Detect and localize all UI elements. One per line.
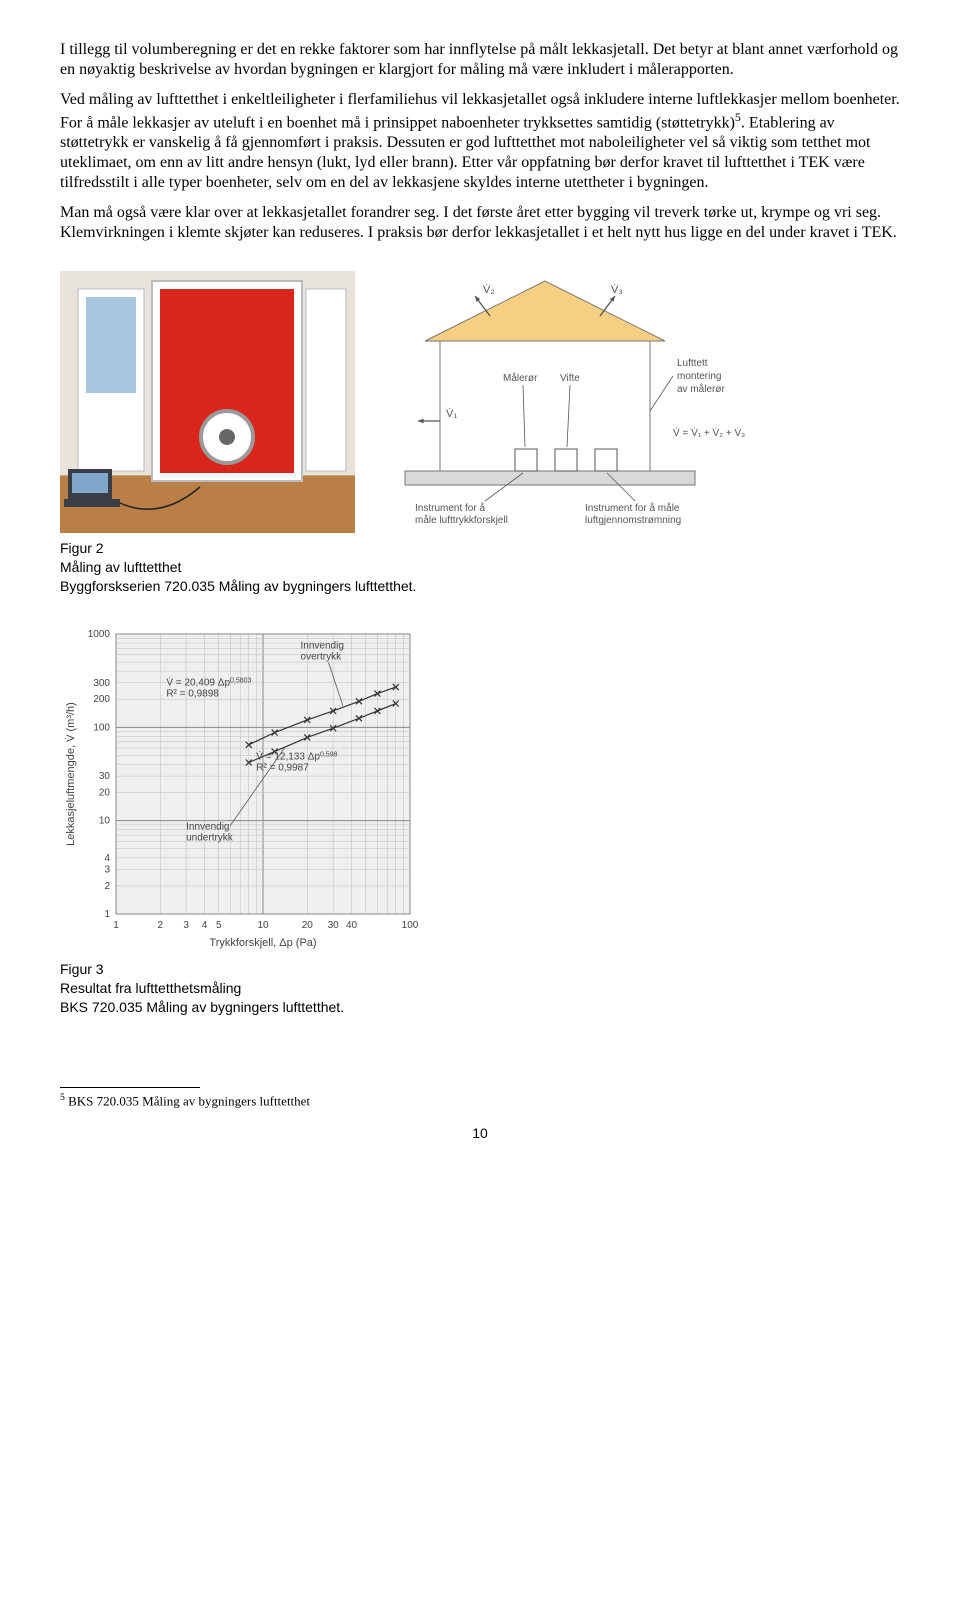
svg-text:Lufttett: Lufttett (677, 358, 708, 369)
svg-text:Innvendig: Innvendig (186, 822, 229, 833)
svg-text:V̇₂: V̇₂ (483, 284, 495, 297)
svg-text:V̇₁: V̇₁ (446, 408, 457, 421)
svg-text:30: 30 (328, 920, 340, 931)
svg-text:måle lufttrykkforskjell: måle lufttrykkforskjell (415, 514, 508, 526)
svg-text:200: 200 (93, 694, 110, 705)
svg-text:V̇₃: V̇₃ (611, 284, 623, 297)
svg-text:1: 1 (113, 920, 119, 931)
svg-text:20: 20 (99, 788, 111, 799)
svg-text:montering: montering (677, 371, 721, 382)
figure-2-title: Figur 2 (60, 539, 900, 558)
svg-text:Instrument for å: Instrument for å (415, 502, 485, 514)
footnote-text: BKS 720.035 Måling av bygningers lufttet… (65, 1093, 310, 1108)
svg-text:V̇ = V̇₁ + V̇₂ + V̇₃: V̇ = V̇₁ + V̇₂ + V̇₃ (673, 427, 745, 440)
paragraph-1: I tillegg til volumberegning er det en r… (60, 40, 900, 80)
svg-text:4: 4 (104, 853, 110, 864)
figure-3-title: Figur 3 (60, 960, 900, 979)
svg-text:Vifte: Vifte (560, 373, 580, 384)
footnote: 5 BKS 720.035 Måling av bygningers luftt… (60, 1092, 900, 1110)
svg-text:R² = 0,9898: R² = 0,9898 (166, 689, 219, 700)
svg-text:3: 3 (183, 920, 189, 931)
figure-2: V̇₂ V̇₃ V̇₁ Målerør Vifte Lufttett monteringav… (60, 271, 900, 596)
footnote-separator (60, 1087, 200, 1088)
figure-3-chart: 123451020304010012341020301003001000200T… (60, 624, 420, 954)
figure-3-line2: Resultat fra lufttetthetsmåling (60, 979, 900, 998)
figure-2-photo (60, 271, 355, 533)
svg-text:40: 40 (346, 920, 358, 931)
svg-text:Innvendig: Innvendig (301, 640, 344, 651)
svg-text:1: 1 (104, 909, 110, 920)
svg-text:undertrykk: undertrykk (186, 833, 234, 844)
svg-text:R² = 0,9987: R² = 0,9987 (256, 763, 309, 774)
paragraph-3: Man må også være klar over at lekkasjeta… (60, 203, 900, 243)
svg-text:overtrykk: overtrykk (301, 651, 343, 662)
svg-text:2: 2 (157, 920, 163, 931)
svg-text:5: 5 (216, 920, 222, 931)
svg-text:Trykkforskjell, Δp (Pa): Trykkforskjell, Δp (Pa) (209, 937, 316, 949)
svg-text:3: 3 (104, 864, 110, 875)
figure-2-caption: Figur 2 Måling av lufttetthet Byggforsks… (60, 539, 900, 596)
svg-text:300: 300 (93, 678, 110, 689)
svg-text:20: 20 (302, 920, 314, 931)
svg-text:1000: 1000 (88, 629, 111, 640)
svg-text:Målerør: Målerør (503, 372, 538, 384)
svg-text:av målerør: av målerør (677, 383, 725, 395)
svg-text:100: 100 (93, 722, 110, 733)
paragraph-2: Ved måling av lufttetthet i enkeltleilig… (60, 90, 900, 193)
svg-text:100: 100 (402, 920, 419, 931)
figure-2-line2: Måling av lufttetthet (60, 558, 900, 577)
figure-2-diagram: V̇₂ V̇₃ V̇₁ Målerør Vifte Lufttett monteringav… (395, 271, 765, 533)
svg-text:Lekkasjeluftmengde, V̇ (m³/h): Lekkasjeluftmengde, V̇ (m³/h) (64, 702, 77, 846)
svg-text:luftgjennomstrømning: luftgjennomstrømning (585, 515, 681, 526)
svg-text:2: 2 (104, 881, 110, 892)
figure-3-line3: BKS 720.035 Måling av bygningers lufttet… (60, 998, 900, 1017)
svg-text:Instrument for å måle: Instrument for å måle (585, 502, 680, 514)
page-number: 10 (60, 1125, 900, 1143)
svg-text:30: 30 (99, 771, 111, 782)
svg-text:4: 4 (202, 920, 208, 931)
svg-text:10: 10 (257, 920, 269, 931)
figure-3-caption: Figur 3 Resultat fra lufttetthetsmåling … (60, 960, 900, 1017)
figure-3: 123451020304010012341020301003001000200T… (60, 624, 900, 1017)
figure-2-line3: Byggforskserien 720.035 Måling av bygnin… (60, 577, 900, 596)
svg-text:10: 10 (99, 816, 111, 827)
